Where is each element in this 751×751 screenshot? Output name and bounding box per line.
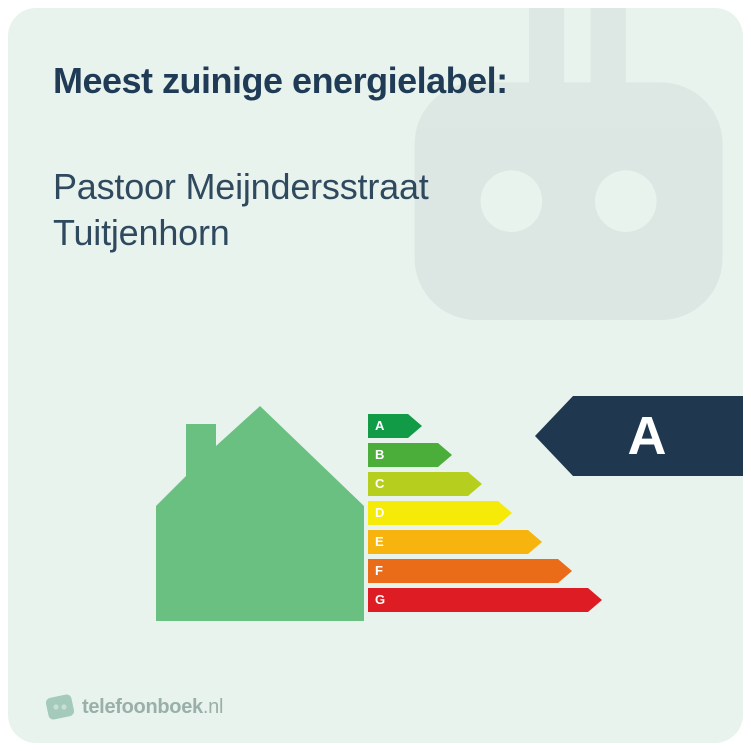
energy-bar-tip-icon (528, 530, 542, 554)
page-title: Meest zuinige energielabel: (53, 60, 698, 102)
energy-bar-letter: G (375, 592, 385, 607)
grade-badge: A (535, 396, 743, 476)
energy-bar-body (368, 414, 408, 438)
subtitle-line1: Pastoor Meijndersstraat (53, 166, 429, 207)
energy-bar-body (368, 530, 528, 554)
energy-bar-letter: B (375, 447, 384, 462)
energy-bar-tip-icon (438, 443, 452, 467)
energy-bar-body (368, 501, 498, 525)
energy-bar-letter: A (375, 418, 384, 433)
energy-bar-tip-icon (498, 501, 512, 525)
energy-bar-letter: C (375, 476, 384, 491)
badge-arrow-icon (535, 396, 573, 476)
footer: telefoonboek.nl (46, 693, 223, 721)
energy-bar-body (368, 559, 558, 583)
house-icon (156, 406, 366, 621)
energy-bar-tip-icon (408, 414, 422, 438)
footer-brand-tld: .nl (203, 696, 223, 718)
footer-brand-name: telefoonboek (82, 696, 203, 718)
card: Meest zuinige energielabel: Pastoor Meij… (8, 8, 743, 743)
footer-brand: telefoonboek.nl (82, 696, 223, 719)
energy-bar-tip-icon (588, 588, 602, 612)
location-subtitle: Pastoor Meijndersstraat Tuitjenhorn (53, 164, 698, 256)
energy-bar-body (368, 588, 588, 612)
energy-label-graphic: ABCDEFG A (8, 396, 743, 634)
footer-logo-icon (46, 693, 74, 721)
energy-bar-tip-icon (558, 559, 572, 583)
energy-bar-letter: F (375, 563, 383, 578)
energy-bar-letter: E (375, 534, 384, 549)
subtitle-line2: Tuitjenhorn (53, 212, 230, 253)
energy-bar-letter: D (375, 505, 384, 520)
badge-grade-letter: A (628, 405, 667, 467)
badge-box: A (573, 396, 743, 476)
energy-bar-tip-icon (468, 472, 482, 496)
